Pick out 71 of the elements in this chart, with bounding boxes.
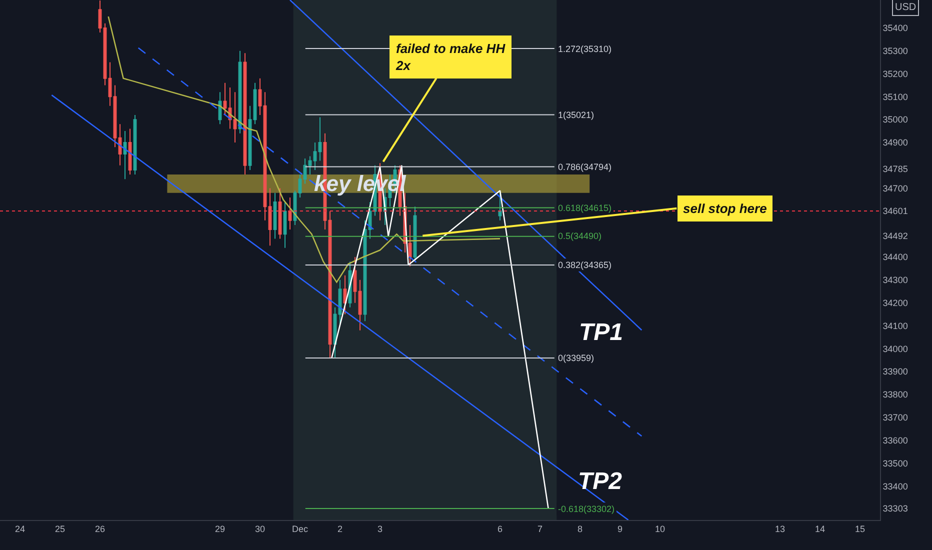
candlestick <box>308 156 312 176</box>
y-tick-label: 34785 <box>882 164 908 174</box>
ref-line-label: 0.382(34365) <box>558 260 612 270</box>
candlestick <box>303 158 307 184</box>
x-tick-label: 24 <box>14 524 26 534</box>
y-tick-label: 33800 <box>882 390 908 400</box>
y-tick-label: 34200 <box>882 298 908 308</box>
x-tick-label: 25 <box>54 524 66 534</box>
candlestick <box>353 256 357 304</box>
y-tick-label: 34300 <box>882 275 908 286</box>
x-tick-label: 7 <box>537 524 543 534</box>
x-tick-label: 30 <box>254 524 266 534</box>
candlestick <box>223 82 227 116</box>
y-tick-label: 35000 <box>882 114 908 125</box>
candlestick <box>288 196 292 230</box>
annotation: failed to make HH 2x <box>395 41 506 73</box>
x-tick-label: 2 <box>337 524 343 534</box>
x-tick-label: 8 <box>577 524 583 534</box>
x-tick-label: 3 <box>377 524 383 534</box>
candlestick <box>283 202 287 248</box>
candlestick <box>248 105 252 170</box>
ref-line-label: 1(35021) <box>558 110 594 120</box>
y-tick-label: 33900 <box>882 366 908 377</box>
y-tick-label: 34492 <box>882 231 908 242</box>
candlestick <box>268 188 272 246</box>
ref-line-label: 0(33959) <box>558 353 594 363</box>
x-tick-label: 13 <box>774 524 786 534</box>
y-tick-label: 34900 <box>882 138 908 148</box>
ref-line-label: 0.786(34794) <box>558 162 612 172</box>
y-tick-label: 33700 <box>882 412 908 423</box>
candlestick <box>343 274 347 315</box>
x-tick-label: 6 <box>497 524 503 534</box>
candlestick <box>298 174 302 198</box>
candlestick <box>358 279 362 331</box>
ref-line-label: 0.5(34490) <box>558 231 602 241</box>
x-tick-label: 15 <box>854 524 866 534</box>
y-tick-label: 35200 <box>882 68 908 79</box>
y-tick-label: 34100 <box>882 320 908 331</box>
candlestick <box>408 224 412 267</box>
x-tick-label: 14 <box>814 524 826 534</box>
ref-line-label: -0.618(33302) <box>558 504 615 514</box>
y-tick-label: 34000 <box>882 344 908 354</box>
y-tick-label: 33303 <box>882 503 908 514</box>
y-tick-label: 35300 <box>882 46 908 56</box>
text: USD <box>895 2 916 13</box>
candlestick <box>313 142 317 170</box>
x-tick-label: Dec <box>292 524 308 534</box>
y-tick-label: 34700 <box>882 183 908 194</box>
candlestick <box>338 279 342 326</box>
x-tick-label: 26 <box>94 524 106 534</box>
candlestick <box>278 188 282 240</box>
annotation: TP1 <box>579 319 624 346</box>
candlestick <box>258 78 262 116</box>
y-tick-label: 33400 <box>882 481 908 492</box>
x-tick-label: 10 <box>654 524 666 534</box>
annotation: TP2 <box>578 468 623 495</box>
candlestick <box>273 192 277 240</box>
ref-line-label: 1.272(35310) <box>558 44 612 54</box>
x-tick-label: 29 <box>214 524 226 534</box>
candlestick <box>318 116 322 162</box>
y-tick-label: 34601 <box>882 206 908 216</box>
ref-line-label: 0.618(34615) <box>558 203 612 213</box>
candlestick <box>253 82 257 125</box>
y-tick-label: 33600 <box>882 435 908 446</box>
annotation: sell stop here <box>683 201 767 216</box>
candlestick <box>233 92 237 143</box>
y-tick-label: 33500 <box>882 458 908 468</box>
y-tick-label: 35400 <box>882 23 908 34</box>
y-tick-label: 35100 <box>882 92 908 102</box>
y-tick-label: 34400 <box>882 252 908 262</box>
x-tick-label: 9 <box>617 524 623 534</box>
